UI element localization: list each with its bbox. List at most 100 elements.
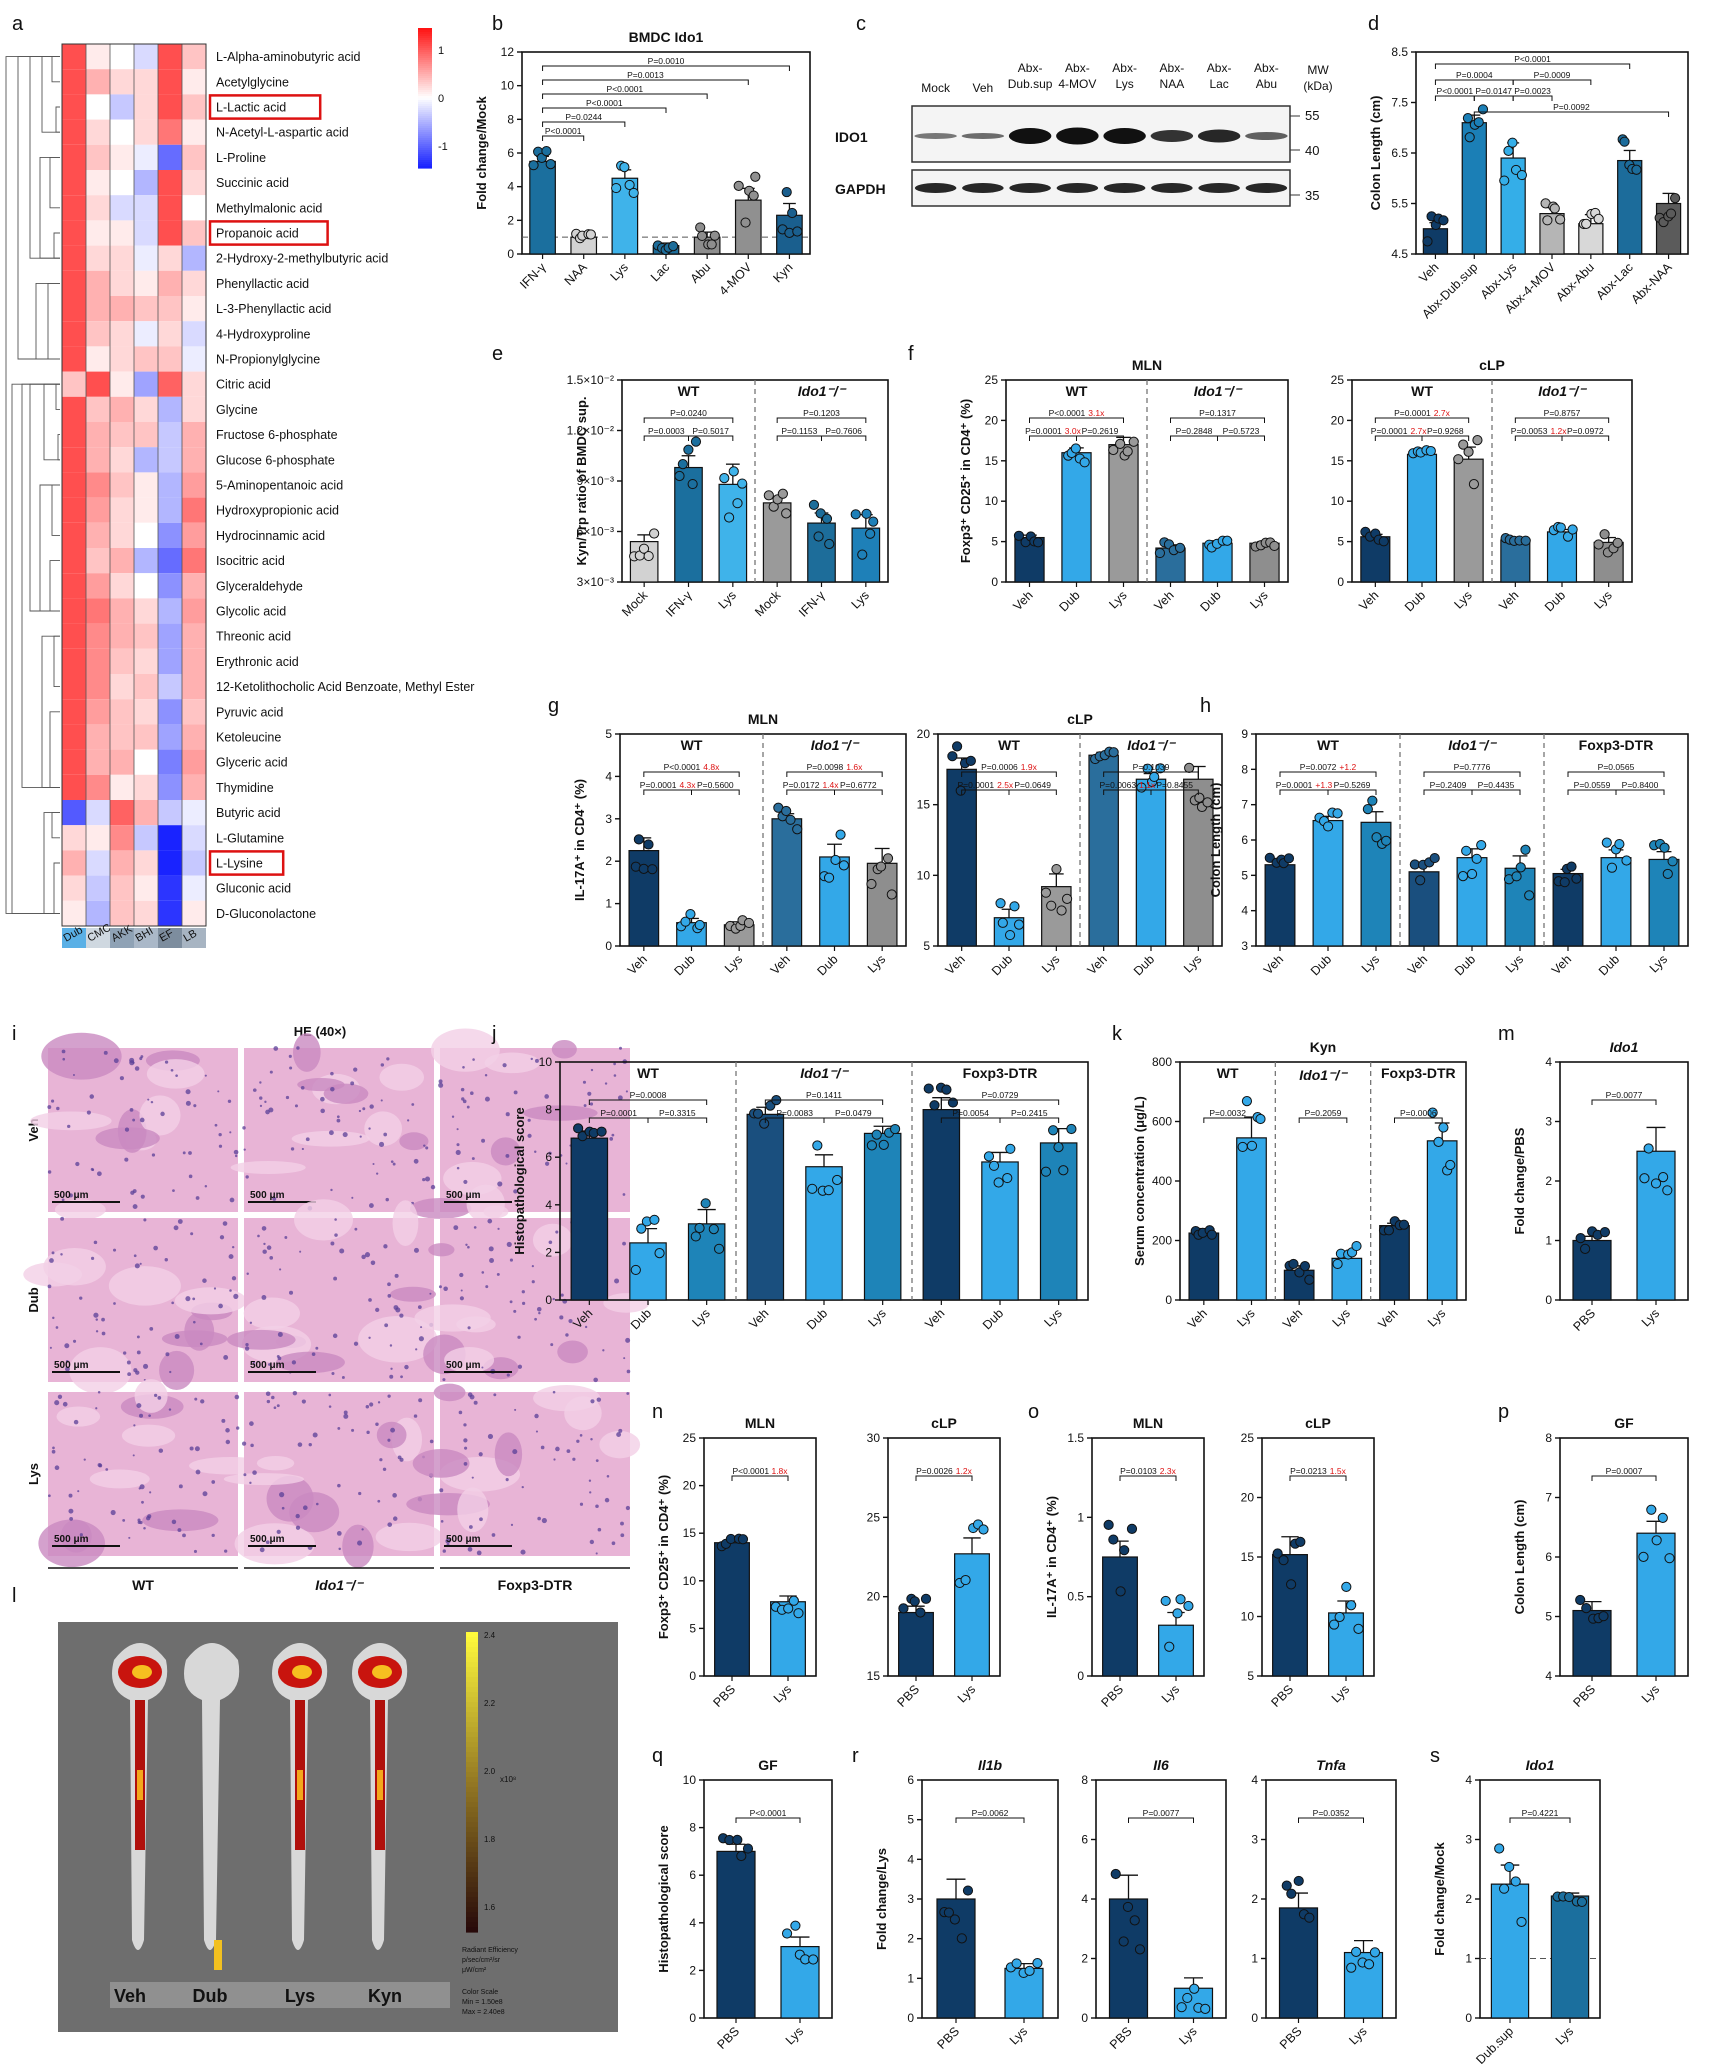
lane-label: Abx- [1065,61,1090,75]
imaging-scale-segment [466,1862,478,1868]
heatmap-cell [158,548,182,574]
heatmap-cell [62,44,86,70]
imaging-scale-segment [466,1842,478,1848]
he-row-label: Lys [26,1463,41,1485]
y-tick-label: 20 [985,413,999,427]
he-nuclei [292,1390,298,1396]
y-tick-label: 2 [545,1245,552,1259]
heatmap-cell [110,472,134,498]
he-texture [294,1199,354,1241]
he-nuclei [517,1364,523,1369]
data-point [1155,763,1166,774]
heatmap-cell [134,497,158,523]
imaging-scale-segment [466,1802,478,1808]
data-point [1606,862,1618,873]
p-value-label: P=0.0352 [1313,1808,1350,1818]
y-tick-label: 5 [1241,868,1248,882]
he-nuclei [460,1289,463,1292]
he-nuclei [101,1317,105,1322]
he-nuclei [407,1119,410,1122]
heatmap-cell [134,825,158,851]
y-tick-label: 5 [923,939,930,953]
y-tick-label: 10 [985,494,999,508]
he-nuclei [122,1518,126,1522]
data-point [1631,164,1642,175]
data-point [949,1914,960,1925]
heatmap-row-label: L-Glutamine [216,831,284,845]
fold-change-label: 2.3x [1160,1466,1177,1476]
he-nuclei [517,1236,521,1240]
he-nuclei [171,1301,174,1305]
scale-segment [418,124,432,127]
data-point [1564,1891,1575,1903]
he-nuclei [506,1373,510,1377]
y-tick-label: 5 [1337,535,1344,549]
he-nuclei [489,1258,494,1263]
heatmap-cell [158,724,182,750]
data-point [882,853,894,864]
bar [1272,1554,1308,1677]
panel-letter-q: q [652,1745,663,1767]
mw-label: (kDa) [1303,79,1332,93]
he-nuclei [90,1256,95,1260]
bar [529,160,556,255]
he-nuclei [521,1290,525,1294]
he-nuclei [149,1327,154,1331]
data-point [1237,1141,1248,1153]
heatmap-cell [158,900,182,926]
significance-bracket [735,1817,801,1823]
chart-title: MLN [1132,357,1162,373]
panel-letter-p: p [1498,1401,1509,1423]
he-nuclei [174,1334,180,1339]
y-tick-label: 3 [1241,939,1248,953]
data-point [983,1151,995,1162]
he-nuclei [513,1309,517,1313]
bar [1453,458,1484,583]
heatmap-cell [182,573,206,599]
he-nuclei [285,1095,290,1100]
dendrogram-branch [55,106,60,133]
data-point [1294,1267,1305,1278]
group-label: Foxp3-DTR [1579,737,1654,753]
significance-bracket [940,1099,1060,1105]
data-point [742,1843,754,1854]
p-value-label: P<0.0001 [545,126,582,136]
he-nuclei [263,1242,266,1246]
x-tick-label: Lys [1451,588,1474,611]
scale-segment [418,118,432,121]
imaging-scale-segment [466,1762,478,1768]
scale-segment [418,112,432,115]
data-point [1504,1861,1515,1873]
p-value-label: P=0.0053 1.2x [1511,426,1567,436]
bar [1572,1239,1612,1301]
he-nuclei [465,1243,468,1246]
he-nuclei [147,1098,150,1101]
heatmap-cell [62,422,86,448]
y-tick-label: 0 [689,2011,696,2025]
data-point [1462,113,1474,124]
p-value-label: P=0.2409 [1430,780,1467,790]
p-value-label: P=0.0565 [1598,762,1635,772]
x-tick-label: IFN-γ [517,260,549,292]
he-nuclei [328,1393,332,1397]
heatmap-cell [182,900,206,926]
p-value-label: P=0.0023 [1514,86,1551,96]
scale-segment [418,78,432,81]
y-tick-label: 5 [605,727,612,741]
data-point [1005,1143,1016,1154]
imaging-scale-segment [466,1807,478,1813]
data-point [706,239,717,250]
heatmap-column-label: LB [182,927,200,944]
y-tick-label: 4 [507,180,514,194]
he-texture [376,1421,407,1449]
x-tick-label: Dub [1198,588,1224,614]
he-nuclei [568,1318,573,1324]
p-value-label: P=0.0006 [1400,1108,1437,1118]
he-nuclei [442,1378,446,1382]
he-nuclei [467,1546,473,1552]
imaging-color-scale: Color Scale [462,1989,498,1996]
he-nuclei [438,1082,444,1088]
data-point [1516,1916,1527,1928]
data-point [978,1524,989,1535]
